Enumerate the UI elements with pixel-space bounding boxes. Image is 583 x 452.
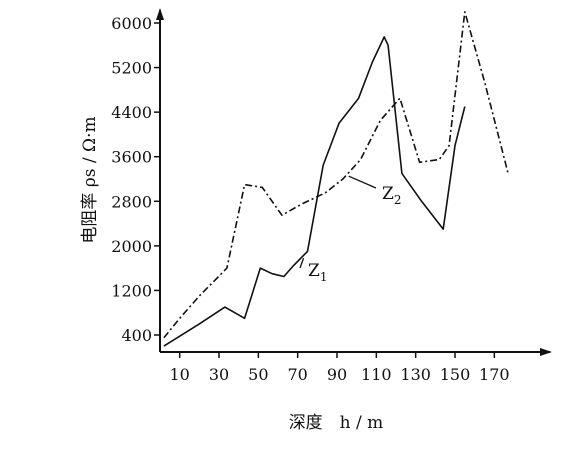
x-tick-label: 150 — [440, 365, 471, 384]
series-label-z2: Z2 — [382, 184, 401, 207]
x-tick-label: 90 — [327, 365, 347, 384]
series-lines — [163, 11, 509, 347]
series-label-subscript: 1 — [320, 270, 328, 284]
series-label-leader — [299, 257, 305, 269]
y-tick-label: 4400 — [111, 103, 152, 122]
y-tick-label: 6000 — [111, 14, 152, 33]
x-tick-label: 110 — [361, 365, 392, 384]
y-tick-label: 2000 — [111, 237, 152, 256]
x-axis-title: 深度 h / m — [289, 413, 384, 433]
y-tick-label: 400 — [121, 326, 152, 345]
y-tick-label: 3600 — [111, 148, 152, 167]
series-label-leader — [348, 175, 377, 189]
series-line-z2 — [163, 11, 509, 339]
y-ticks: 400 1200 2000 2800 3600 4400 5200 6000 — [111, 14, 160, 345]
series-label-subscript: 2 — [394, 193, 402, 207]
x-tick-label: 50 — [248, 365, 268, 384]
y-tick-label: 5200 — [111, 59, 152, 78]
series-line-z1 — [163, 36, 466, 347]
x-ticks: 10 30 50 70 90 110 130 150 170 — [169, 352, 510, 384]
x-tick-label: 30 — [209, 365, 229, 384]
series-label-z1: Z1 — [308, 261, 327, 284]
x-tick-label: 130 — [400, 365, 431, 384]
y-tick-label: 2800 — [111, 192, 152, 211]
axes — [156, 8, 552, 356]
x-tick-label: 70 — [287, 365, 307, 384]
x-tick-label: 10 — [169, 365, 189, 384]
y-axis-title: 电阻率 ρs / Ω·m — [80, 116, 100, 243]
series-label-main: Z — [308, 261, 320, 281]
y-tick-label: 1200 — [111, 281, 152, 300]
x-tick-label: 170 — [479, 365, 510, 384]
series-label-main: Z — [382, 184, 394, 204]
